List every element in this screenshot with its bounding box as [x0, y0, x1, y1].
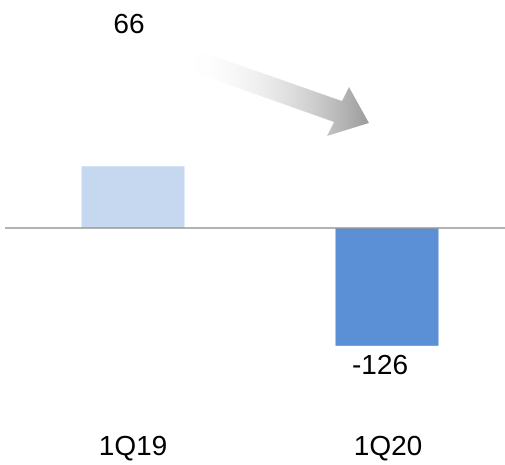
x-tick-label-1q20: 1Q20 — [354, 430, 423, 461]
bars — [81, 166, 439, 346]
trend-arrow-icon — [184, 48, 369, 136]
data-label-1q20: -126 — [352, 349, 408, 380]
bar-1q19 — [81, 166, 185, 228]
bar-1q20 — [335, 228, 439, 346]
data-label-1q19: 66 — [113, 8, 144, 39]
x-tick-label-1q19: 1Q19 — [99, 430, 168, 461]
